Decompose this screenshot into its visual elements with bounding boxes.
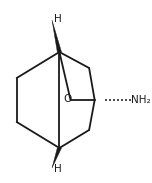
Text: H: H [54,14,62,24]
Text: NH₂: NH₂ [131,95,150,105]
Text: O: O [63,94,71,104]
Text: H: H [54,164,62,174]
Polygon shape [52,20,62,52]
Polygon shape [52,148,62,168]
